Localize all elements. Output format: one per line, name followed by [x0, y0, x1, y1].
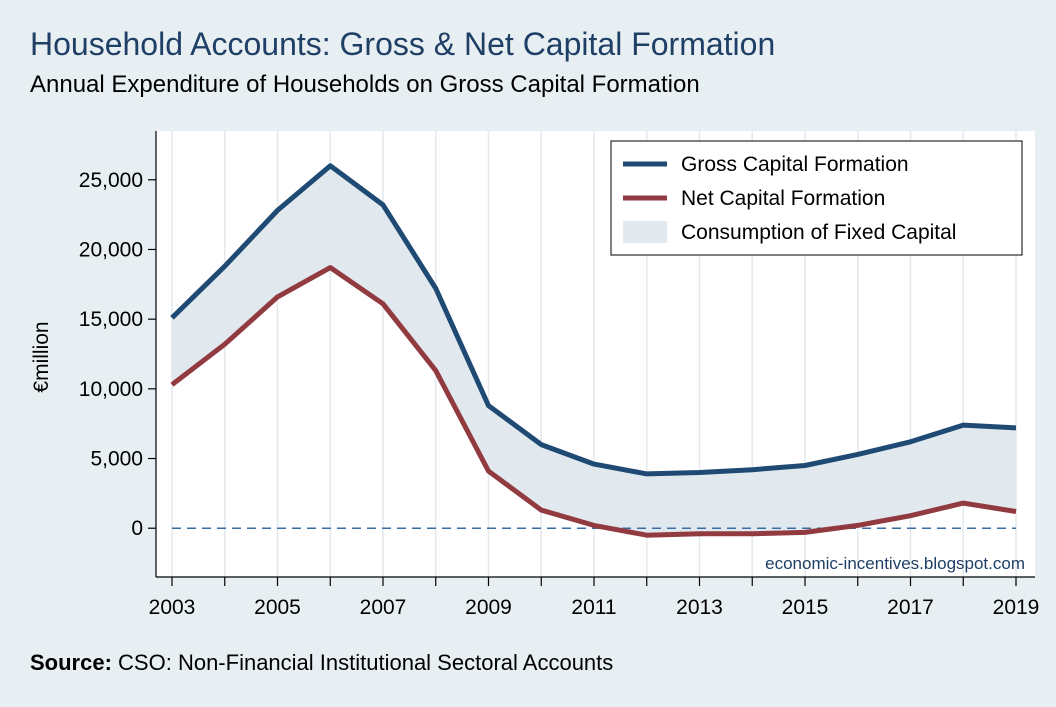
- y-axis-label: €million: [30, 321, 53, 392]
- legend-label-gross: Gross Capital Formation: [681, 153, 909, 176]
- legend-box: [610, 140, 1023, 256]
- legend: Gross Capital Formation Net Capital Form…: [610, 140, 1023, 256]
- y-tick-label: 5,000: [90, 448, 143, 471]
- x-tick-label: 2007: [360, 596, 407, 619]
- legend-label-net: Net Capital Formation: [681, 187, 885, 210]
- x-tick-label: 2003: [149, 596, 196, 619]
- y-tick-label: 15,000: [79, 308, 143, 331]
- series-line-gross-capital-formation: [170, 163, 1017, 477]
- y-tick-label: 25,000: [79, 169, 143, 192]
- series-line-net-capital-formation: [170, 265, 1017, 538]
- x-tick-label: 2005: [254, 596, 301, 619]
- source-text: CSO: Non-Financial Institutional Sectora…: [118, 650, 614, 675]
- legend-label-band: Consumption of Fixed Capital: [681, 221, 956, 244]
- axes: 0 5,000 10,000 15,000 20,000 25,000 2003 2005 20…: [79, 131, 1040, 619]
- source-label: Source:: [30, 650, 112, 675]
- legend-swatch-band: [623, 221, 667, 243]
- x-tick-label: 2015: [782, 596, 829, 619]
- chart-subtitle: Annual Expenditure of Households on Gros…: [30, 71, 700, 98]
- x-tick-label: 2019: [993, 596, 1040, 619]
- y-tick-label: 0: [131, 517, 143, 540]
- chart-title: Household Accounts: Gross & Net Capital …: [30, 26, 776, 62]
- x-tick-label: 2013: [676, 596, 723, 619]
- x-tick-label: 2017: [887, 596, 934, 619]
- consumption-of-fixed-capital-band: [172, 165, 1016, 536]
- watermark: economic-incentives.blogspot.com: [765, 554, 1025, 573]
- y-tick-label: 10,000: [79, 378, 143, 401]
- x-tick-label: 2009: [465, 596, 512, 619]
- x-tick-label: 2011: [571, 596, 616, 619]
- y-tick-label: 20,000: [79, 238, 143, 261]
- source-note: Source: CSO: Non-Financial Institutional…: [30, 650, 613, 676]
